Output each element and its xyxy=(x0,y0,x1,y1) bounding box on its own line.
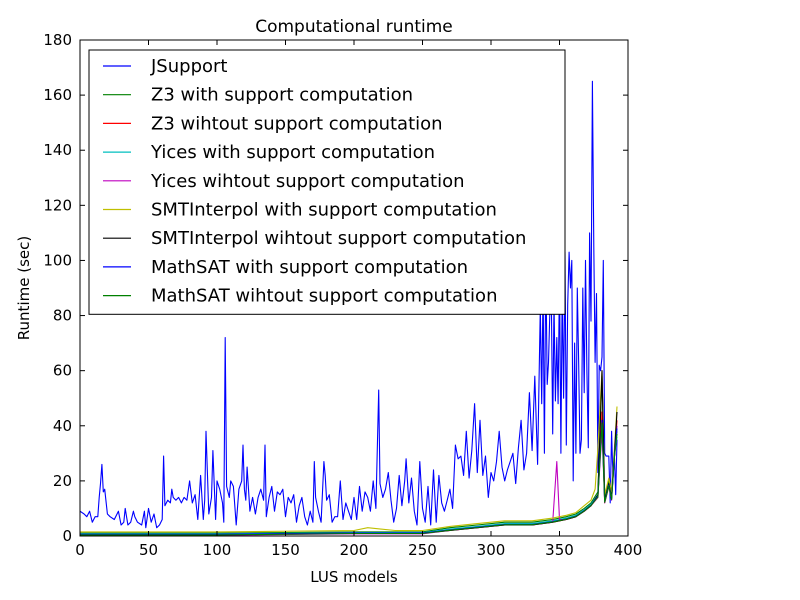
legend-box xyxy=(88,49,566,315)
legend-label-0: JSupport xyxy=(150,56,227,77)
series-line-1 xyxy=(80,375,618,534)
x-tick-label: 400 xyxy=(614,541,643,559)
y-tick-label: 160 xyxy=(43,86,72,104)
y-tick-label: 120 xyxy=(43,196,72,214)
y-tick-label: 80 xyxy=(53,307,72,325)
legend-label-3: Yices with support computation xyxy=(150,142,435,163)
series-line-5 xyxy=(80,370,618,533)
x-tick-label: 300 xyxy=(477,541,506,559)
series-layer xyxy=(79,80,618,536)
x-tick-label: 150 xyxy=(271,541,300,559)
legend-label-5: SMTInterpol with support computation xyxy=(151,200,497,221)
y-tick-label: 140 xyxy=(43,141,72,159)
x-tick-label: 350 xyxy=(545,541,574,559)
series-line-8 xyxy=(80,422,618,536)
legend-label-1: Z3 with support computation xyxy=(151,85,413,106)
y-tick-label: 60 xyxy=(53,362,72,380)
x-tick-label: 100 xyxy=(203,541,232,559)
series-line-0 xyxy=(79,80,618,529)
chart-title: Computational runtime xyxy=(255,17,453,37)
x-tick-label: 50 xyxy=(139,541,158,559)
y-tick-label: 20 xyxy=(53,472,72,490)
legend-label-4: Yices wihtout support computation xyxy=(150,171,465,192)
tick-layer: 0 50 100 150 200 250 300 350 400 0 20 40 60 80 100 120 1… xyxy=(43,31,642,559)
x-axis-label: LUS models xyxy=(310,568,398,586)
legend-label-6: SMTInterpol wihtout support computation xyxy=(151,228,526,249)
y-tick-label: 40 xyxy=(53,417,72,435)
x-tick-label: 200 xyxy=(340,541,369,559)
x-tick-label: 0 xyxy=(75,541,85,559)
x-tick-label: 250 xyxy=(408,541,437,559)
legend: JSupport Z3 with support computation Z3 wi… xyxy=(88,49,566,315)
y-tick-label: 0 xyxy=(62,527,72,545)
legend-label-7: MathSAT with support computation xyxy=(151,257,468,278)
legend-label-8: MathSAT wihtout support computation xyxy=(151,286,497,307)
y-tick-label: 180 xyxy=(43,31,72,49)
y-tick-label: 100 xyxy=(43,251,72,269)
legend-label-2: Z3 wihtout support computation xyxy=(151,113,443,134)
y-axis-label: Runtime (sec) xyxy=(15,236,33,340)
